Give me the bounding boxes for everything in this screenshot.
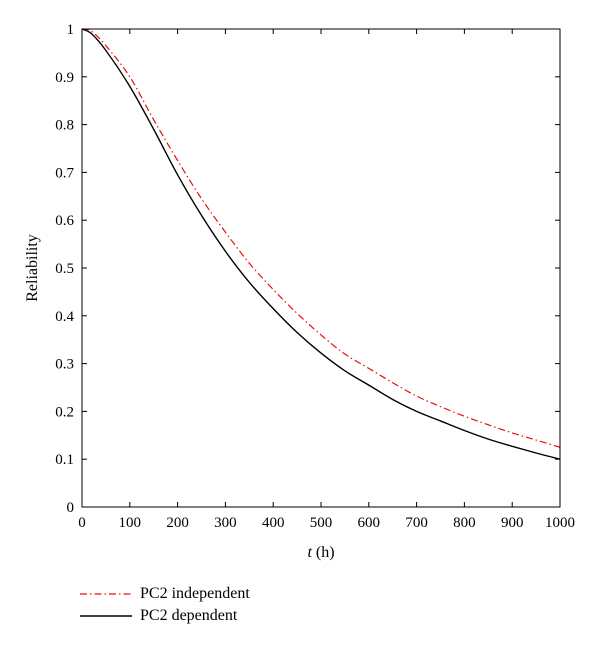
legend-item-independent: PC2 independent bbox=[80, 583, 250, 605]
legend-label-independent: PC2 independent bbox=[140, 585, 250, 602]
plot-frame bbox=[81, 28, 561, 508]
legend-swatch-independent bbox=[80, 593, 132, 595]
x-tick-label: 200 bbox=[166, 515, 189, 531]
y-tick-label: 0.6 bbox=[55, 213, 74, 229]
y-axis-title: Reliability bbox=[24, 234, 41, 302]
series-line-dependent bbox=[81, 28, 561, 460]
x-axis-variable: t bbox=[307, 544, 312, 561]
y-tick-label: 0.7 bbox=[55, 165, 74, 181]
y-tick-label: 0.9 bbox=[55, 70, 74, 86]
legend-item-dependent: PC2 dependent bbox=[80, 605, 250, 627]
x-tick-label: 400 bbox=[262, 515, 285, 531]
x-tick-label: 0 bbox=[78, 515, 86, 531]
series-layer bbox=[81, 28, 561, 460]
x-tick-label: 800 bbox=[453, 515, 476, 531]
y-axis-ticks: 0 0.1 0.2 0.3 0.4 0.5 0.6 0.7 0.8 0.9 1 bbox=[55, 22, 560, 516]
y-tick-label: 0 bbox=[67, 500, 75, 516]
x-axis-ticks: 0 100 200 300 400 500 600 700 800 900 1000 bbox=[78, 29, 575, 531]
legend-label-dependent: PC2 dependent bbox=[140, 607, 238, 624]
x-axis-unit: (h) bbox=[312, 544, 335, 561]
y-tick-label: 0.1 bbox=[55, 452, 74, 468]
x-tick-label: 900 bbox=[501, 515, 524, 531]
y-tick-label: 0.4 bbox=[55, 309, 74, 325]
x-tick-label: 1000 bbox=[545, 515, 575, 531]
x-tick-label: 300 bbox=[214, 515, 237, 531]
y-tick-label: 0.8 bbox=[55, 118, 74, 134]
y-tick-label: 0.3 bbox=[55, 357, 74, 373]
y-tick-label: 0.5 bbox=[55, 261, 74, 277]
y-tick-label: 1 bbox=[67, 22, 75, 38]
x-axis-title: t (h) bbox=[307, 544, 334, 561]
x-tick-label: 500 bbox=[310, 515, 333, 531]
legend: PC2 independent PC2 dependent bbox=[80, 583, 250, 627]
reliability-chart: 0 100 200 300 400 500 600 700 800 900 1000 0 0.1 0.2… bbox=[24, 22, 575, 561]
x-tick-label: 100 bbox=[119, 515, 142, 531]
legend-swatch-dependent bbox=[80, 615, 132, 617]
x-tick-label: 600 bbox=[358, 515, 381, 531]
y-tick-label: 0.2 bbox=[55, 404, 74, 420]
x-tick-label: 700 bbox=[405, 515, 428, 531]
series-line-independent bbox=[81, 28, 561, 448]
